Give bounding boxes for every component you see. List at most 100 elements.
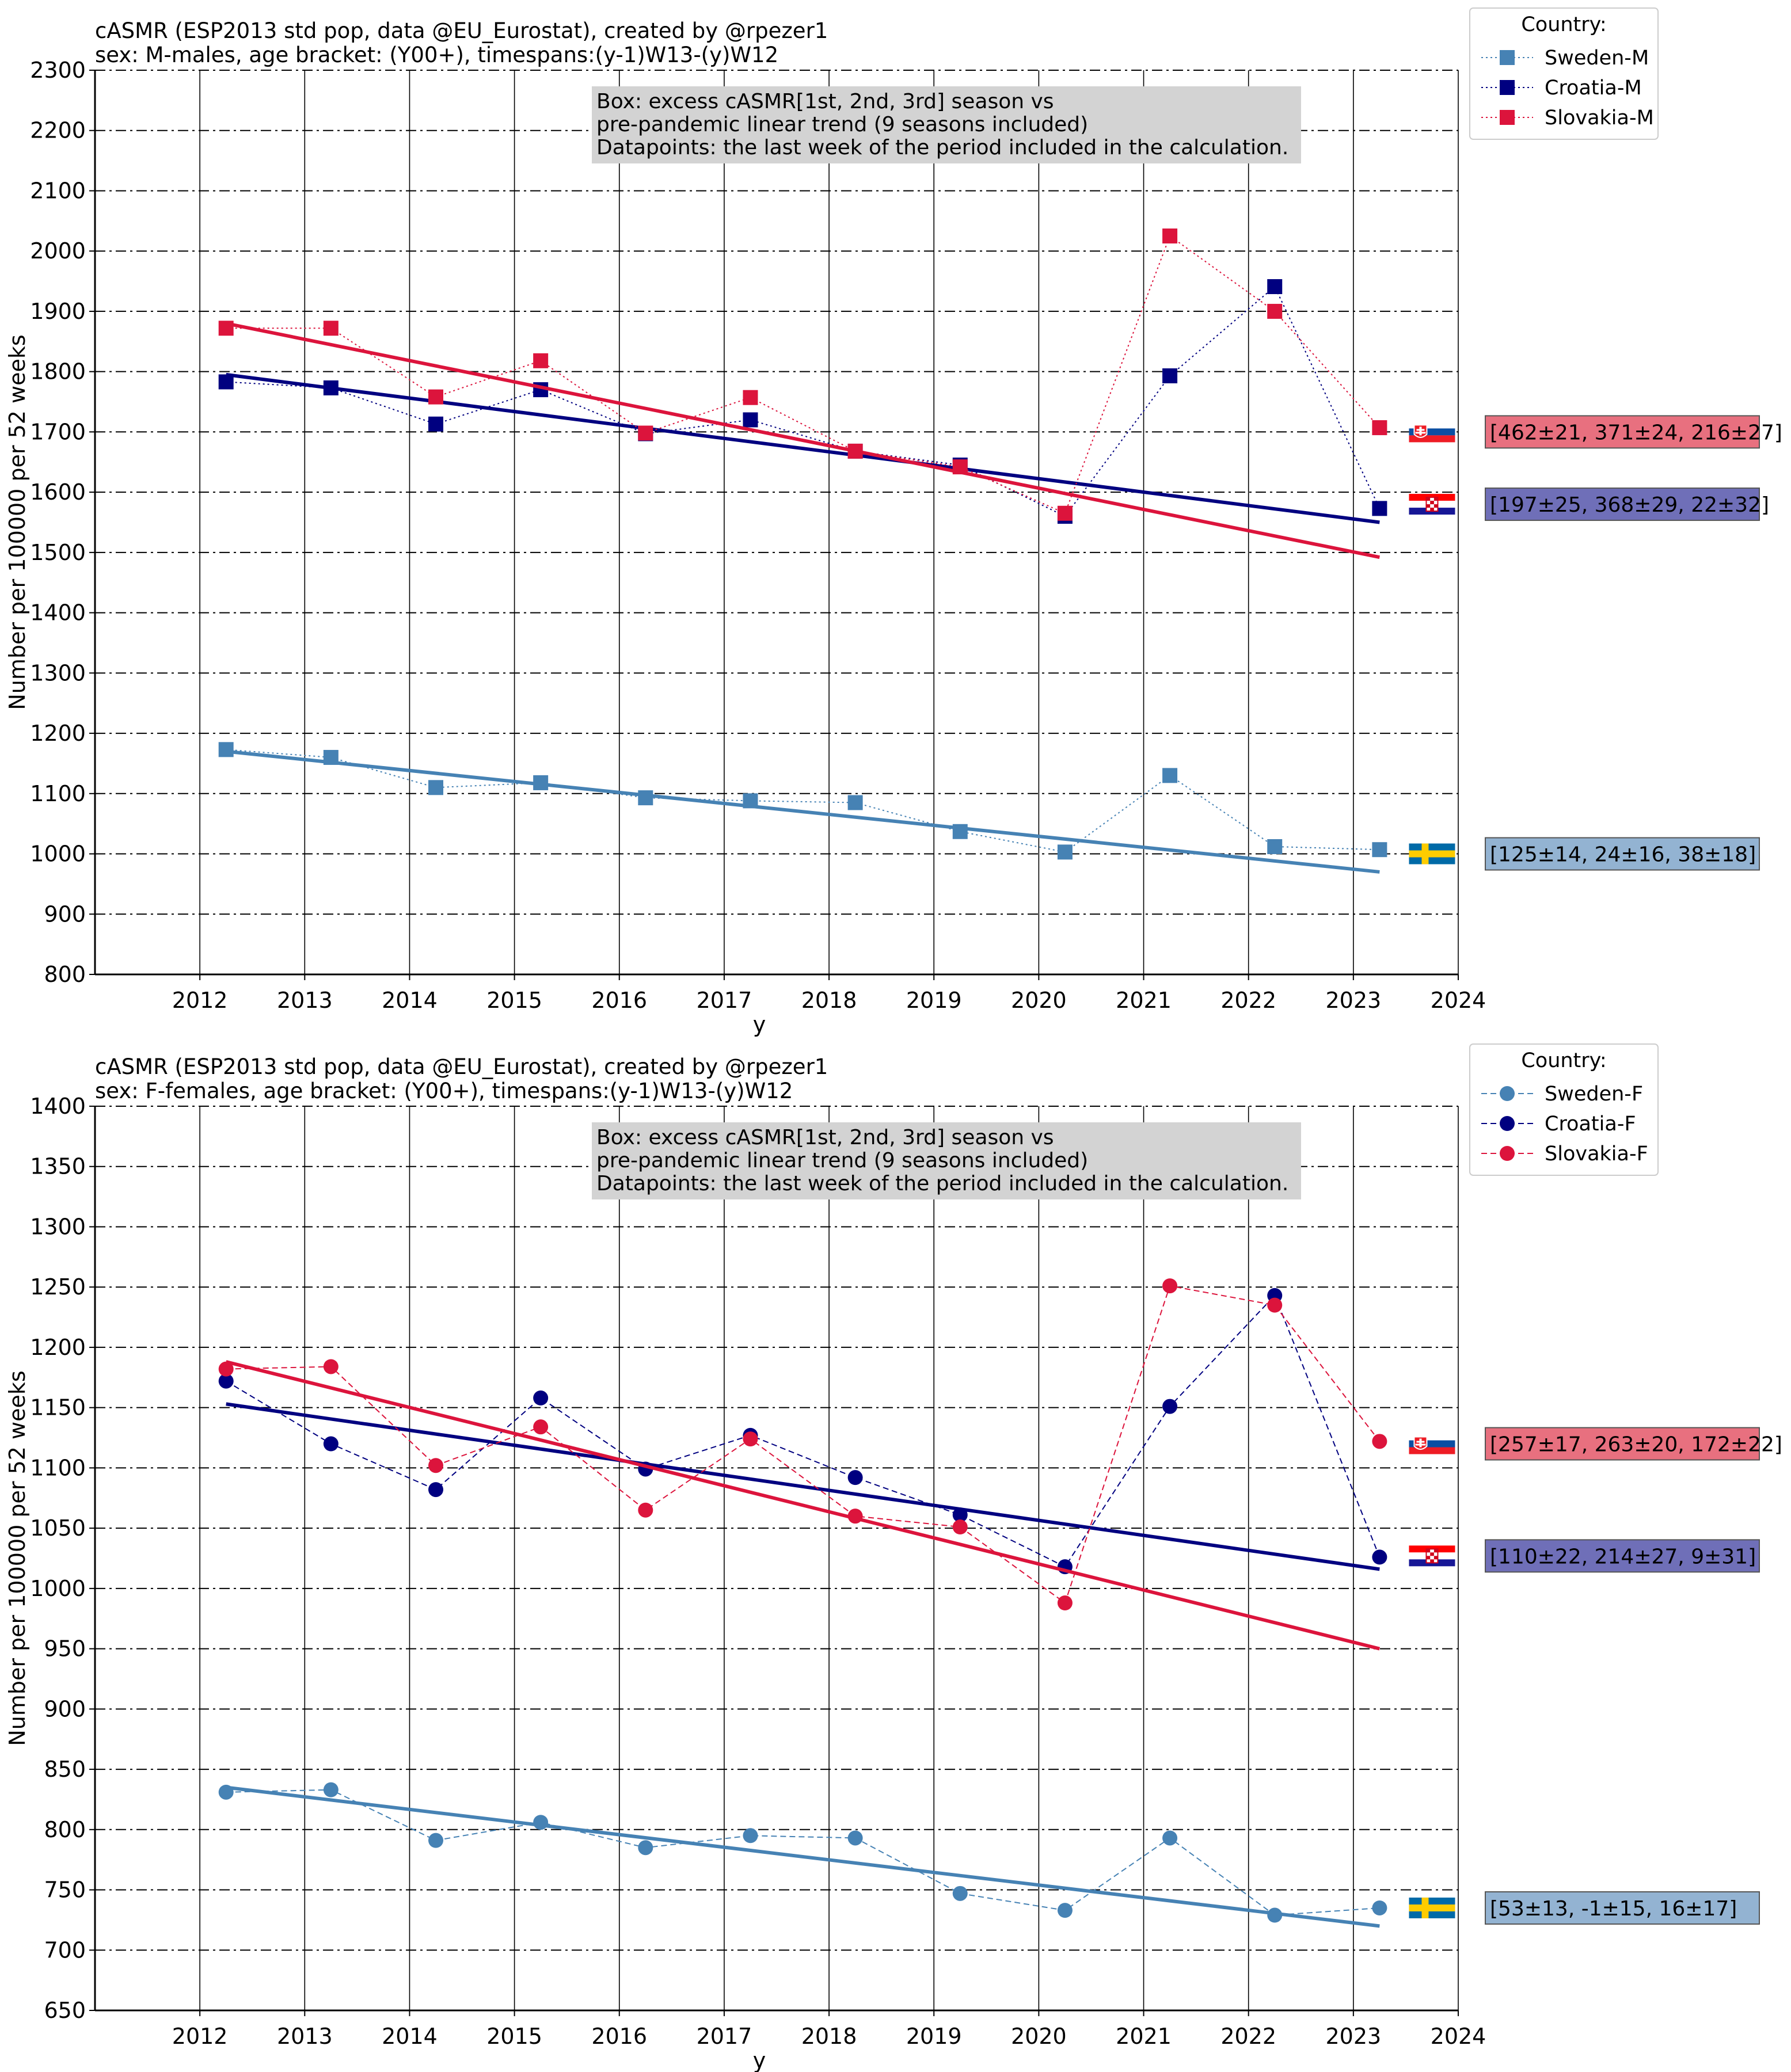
excess-annotation-box [1485, 1539, 1760, 1573]
y-tick-label: 1200 [30, 1335, 86, 1360]
data-point [847, 443, 863, 459]
series-slovakia-m: [462±21, 371±24, 216±27] [218, 228, 1782, 559]
y-tick-label: 2200 [30, 118, 86, 143]
data-point [1057, 1903, 1073, 1918]
sweden-flag [1409, 843, 1455, 864]
y-tick-label: 850 [44, 1757, 86, 1782]
data-line [226, 1285, 1381, 1604]
data-point [952, 459, 968, 475]
data-point [1162, 228, 1178, 244]
x-tick-label: 2022 [1220, 988, 1276, 1013]
data-point [218, 1784, 234, 1800]
data-line [226, 749, 1380, 853]
data-point [952, 1886, 968, 1901]
trend-line [226, 1785, 1380, 1928]
y-tick-label: 1900 [30, 299, 86, 324]
data-point [533, 775, 549, 790]
x-tick-label: 2014 [382, 988, 438, 1013]
excess-annotation-text: [197±25, 368±29, 22±32] [1490, 493, 1769, 517]
data-point [1162, 768, 1178, 783]
y-tick-label: 1600 [30, 479, 86, 505]
x-tick-label: 2012 [172, 2024, 228, 2049]
y-tick-label: 2300 [30, 58, 86, 83]
legend-title: Country: [1521, 13, 1606, 36]
legend: Country: Sweden-M Croatia-M Slovakia-M [1469, 7, 1659, 140]
excess-annotation-box [1485, 415, 1760, 449]
data-point [743, 1431, 758, 1447]
series-croatia-f: [110±22, 214±27, 9±31] [218, 1288, 1760, 1575]
y-tick-label: 900 [44, 1696, 86, 1721]
x-tick-label: 2016 [591, 2024, 647, 2049]
x-tick-label: 2012 [172, 988, 228, 1013]
series-slovakia-f: [257±17, 263±20, 172±22] [218, 1278, 1782, 1651]
sweden-flag [1409, 1897, 1455, 1918]
y-tick-label: 1700 [30, 419, 86, 444]
data-point [323, 1359, 339, 1374]
y-tick-label: 1300 [30, 660, 86, 685]
y-tick-label: 950 [44, 1636, 86, 1662]
data-point [1500, 50, 1515, 65]
data-line [226, 1294, 1381, 1568]
data-point [218, 1373, 234, 1389]
data-point [847, 1470, 863, 1486]
data-point [743, 793, 758, 809]
x-tick-label: 2020 [1011, 2024, 1067, 2049]
x-tick-label: 2021 [1116, 2024, 1172, 2049]
legend-label: Croatia-F [1545, 1113, 1636, 1136]
data-point [218, 1361, 234, 1377]
data-point [323, 749, 339, 765]
data-point [847, 1509, 863, 1524]
y-tick-label: 2000 [30, 238, 86, 264]
x-tick-label: 2015 [486, 2024, 542, 2049]
trend-line [226, 321, 1380, 559]
data-point [218, 321, 234, 336]
data-line [226, 235, 1381, 515]
y-tick-label: 900 [44, 901, 86, 927]
y-tick-label: 800 [44, 1817, 86, 1842]
excess-annotation-text: [53±13, -1±15, 16±17] [1490, 1897, 1737, 1921]
info-box-line: Box: excess cASMR[1st, 2nd, 3rd] season … [596, 1126, 1054, 1149]
chart-title: cASMR (ESP2013 std pop, data @EU_Eurosta… [95, 18, 828, 43]
trend-line [226, 749, 1380, 874]
y-tick-label: 1200 [30, 721, 86, 746]
data-point [1057, 1595, 1073, 1611]
data-point [218, 374, 234, 390]
y-tick-label: 1300 [30, 1214, 86, 1239]
legend-frame [1469, 1043, 1659, 1176]
series-sweden-f: [53±13, -1±15, 16±17] [218, 1782, 1760, 1928]
x-tick-label: 2014 [382, 2024, 438, 2049]
data-point [638, 425, 653, 441]
info-box-line: Box: excess cASMR[1st, 2nd, 3rd] season … [596, 90, 1054, 113]
y-axis-label: Number per 100000 per 52 weeks [5, 1370, 30, 1746]
data-point [323, 380, 339, 395]
x-tick-label: 2017 [697, 988, 752, 1013]
x-tick-label: 2013 [277, 2024, 333, 2049]
x-tick-label: 2015 [486, 988, 542, 1013]
x-tick-label: 2018 [801, 988, 857, 1013]
series-croatia-m: [197±25, 368±29, 22±32] [218, 279, 1769, 524]
data-point [323, 1782, 339, 1797]
data-point [847, 1830, 863, 1846]
data-point [1162, 1399, 1178, 1414]
data-point [428, 1482, 443, 1498]
data-line [226, 285, 1381, 517]
data-point [847, 795, 863, 810]
data-point [1372, 842, 1387, 858]
info-box-line: Datapoints: the last week of the period … [596, 1172, 1288, 1195]
data-point [952, 824, 968, 839]
x-tick-label: 2024 [1431, 2024, 1486, 2049]
data-point [743, 390, 758, 405]
data-point [638, 790, 653, 806]
data-line [226, 1789, 1380, 1916]
x-tick-label: 2024 [1431, 988, 1486, 1013]
x-tick-label: 2022 [1220, 2024, 1276, 2049]
y-tick-label: 2100 [30, 178, 86, 203]
croatia-flag [1409, 494, 1455, 515]
y-tick-label: 1150 [30, 1395, 86, 1420]
y-tick-label: 1350 [30, 1154, 86, 1179]
legend-label: Croatia-M [1545, 77, 1642, 100]
y-tick-label: 1400 [30, 1094, 86, 1119]
excess-annotation-text: [257±17, 263±20, 172±22] [1490, 1433, 1782, 1457]
info-box [592, 86, 1301, 163]
data-point [428, 1833, 443, 1848]
